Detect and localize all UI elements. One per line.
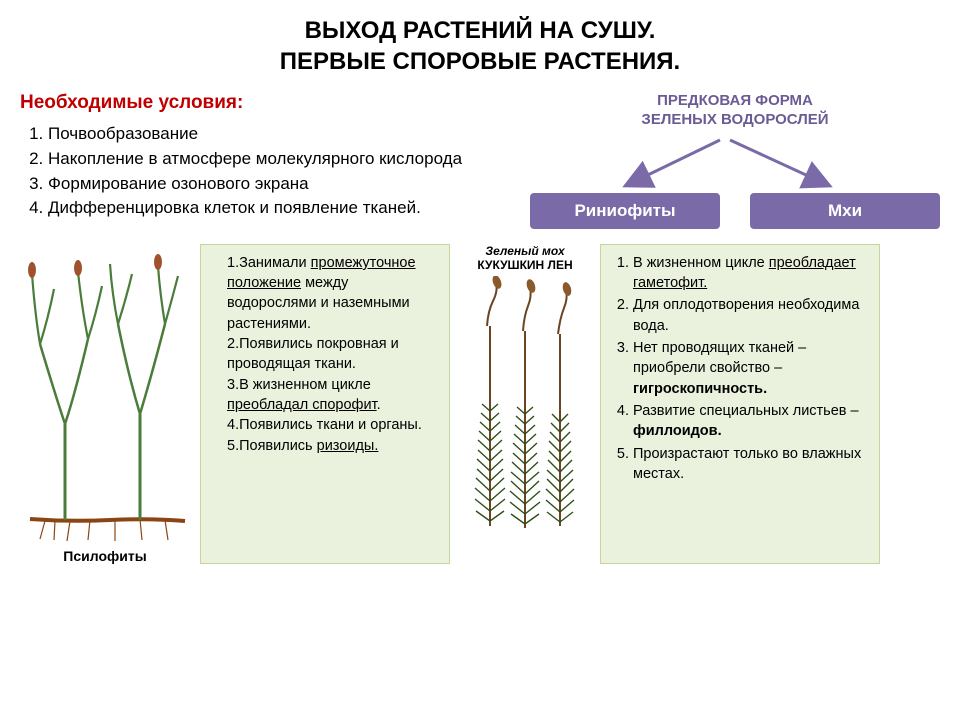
main-title: ВЫХОД РАСТЕНИЙ НА СУШУ. ПЕРВЫЕ СПОРОВЫЕ … <box>20 15 940 77</box>
condition-item: Накопление в атмосфере молекулярного кис… <box>48 147 500 172</box>
ancestry-diagram: ПРЕДКОВАЯ ФОРМА ЗЕЛЕНЫХ ВОДОРОСЛЕЙ Ринио… <box>530 92 940 229</box>
conditions-list: Почвообразование Накопление в атмосфере … <box>20 122 500 221</box>
moss-item: Развитие специальных листьев – филлоидов… <box>633 401 869 442</box>
rhyniophytes-box: Риниофиты <box>530 193 720 229</box>
condition-item: Дифференцировка клеток и появление ткане… <box>48 196 500 221</box>
moss-illustration: Зеленый мох КУКУШКИН ЛЕН <box>460 244 590 564</box>
psilophyte-item: 3.В жизненном цикле преобладал спорофит. <box>227 375 439 416</box>
psilophyte-caption: Псилофиты <box>63 548 146 564</box>
title-line-1: ВЫХОД РАСТЕНИЙ НА СУШУ. <box>20 15 940 46</box>
conditions-heading: Необходимые условия: <box>20 92 500 114</box>
title-line-2: ПЕРВЫЕ СПОРОВЫЕ РАСТЕНИЯ. <box>20 46 940 77</box>
psilophyte-svg <box>20 244 190 544</box>
moss-title-line-1: Зеленый мох <box>477 244 572 258</box>
bottom-section: Псилофиты 1.Занимали промежуточное полож… <box>20 244 940 564</box>
moss-title-line-2: КУКУШКИН ЛЕН <box>477 258 572 272</box>
ancestral-line-2: ЗЕЛЕНЫХ ВОДОРОСЛЕЙ <box>530 111 940 130</box>
condition-item: Почвообразование <box>48 122 500 147</box>
moss-item: В жизненном цикле преобладает гаметофит. <box>633 253 869 294</box>
top-section: Необходимые условия: Почвообразование На… <box>20 92 940 229</box>
moss-item: Для оплодотворения необходима вода. <box>633 295 869 336</box>
psilophyte-list: 1.Занимали промежуточное положение между… <box>227 253 439 456</box>
moss-title: Зеленый мох КУКУШКИН ЛЕН <box>477 244 572 272</box>
psilophyte-illustration: Псилофиты <box>20 244 190 564</box>
condition-item: Формирование озонового экрана <box>48 172 500 197</box>
psilophyte-info-card: 1.Занимали промежуточное положение между… <box>200 244 450 564</box>
taxon-boxes-row: Риниофиты Мхи <box>530 193 940 229</box>
psilophyte-item: 5.Появились ризоиды. <box>227 436 439 456</box>
ancestral-form-label: ПРЕДКОВАЯ ФОРМА ЗЕЛЕНЫХ ВОДОРОСЛЕЙ <box>530 92 940 130</box>
psilophyte-item: 4.Появились ткани и органы. <box>227 415 439 435</box>
moss-svg <box>460 276 590 536</box>
ancestral-line-1: ПРЕДКОВАЯ ФОРМА <box>530 92 940 111</box>
psilophyte-item: 2.Появились покровная и проводящая ткани… <box>227 334 439 375</box>
moss-info-list: В жизненном цикле преобладает гаметофит.… <box>633 253 869 484</box>
psilophyte-item: 1.Занимали промежуточное положение между… <box>227 253 439 334</box>
mosses-box: Мхи <box>750 193 940 229</box>
moss-info-card: В жизненном цикле преобладает гаметофит.… <box>600 244 880 564</box>
moss-item: Произрастают только во влажных местах. <box>633 444 869 485</box>
conditions-block: Необходимые условия: Почвообразование На… <box>20 92 500 229</box>
moss-item: Нет проводящих тканей – приобрели свойст… <box>633 338 869 399</box>
diagram-arrows <box>530 138 910 193</box>
